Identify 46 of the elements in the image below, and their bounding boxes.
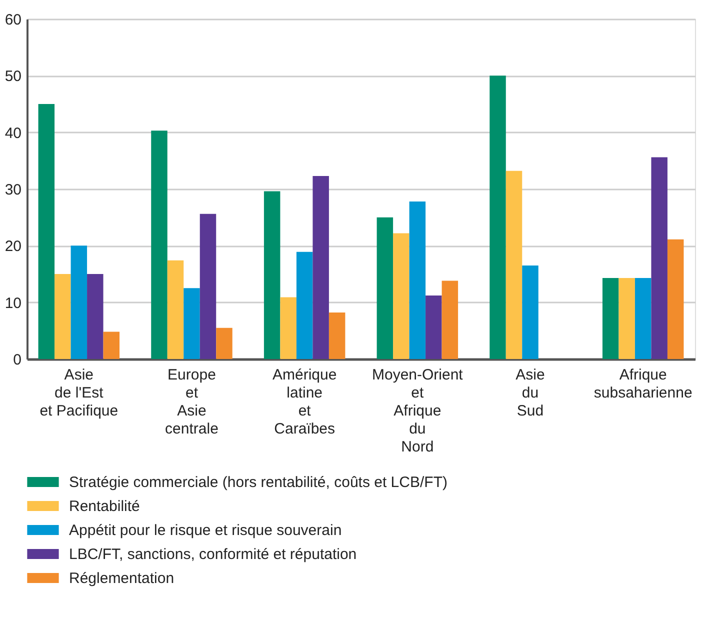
bar: [490, 76, 506, 359]
x-tick-label: Amérique latine et Caraïbes: [272, 366, 337, 438]
bar: [296, 252, 313, 359]
bar: [103, 332, 120, 359]
legend-label: Réglementation: [69, 570, 174, 587]
y-tick-label: 10: [4, 294, 22, 312]
y-tick-label: 30: [4, 182, 22, 198]
bar: [216, 328, 232, 359]
y-tick-label: 50: [4, 68, 22, 86]
bar: [602, 278, 619, 359]
bar: [151, 130, 168, 359]
bar: [426, 296, 442, 359]
bar: [38, 104, 55, 359]
x-tick-label: Asie du Sud: [516, 366, 545, 420]
bar: [167, 260, 184, 359]
bar: [184, 288, 200, 359]
bar: [634, 278, 652, 359]
bar: [522, 266, 538, 359]
legend-label: Rentabilité: [69, 498, 140, 515]
y-tick-label: 40: [4, 124, 22, 142]
bar: [328, 312, 346, 359]
bar: [442, 280, 458, 359]
bar: [651, 157, 668, 359]
bar: [70, 246, 88, 359]
x-tick-label: Afrique subsaharienne: [594, 366, 692, 402]
bar: [280, 297, 296, 359]
bar: [393, 233, 410, 359]
x-tick-label: Moyen-Orient et Afrique du Nord: [372, 366, 464, 456]
bar: [618, 278, 635, 359]
legend-label: LBC/FT, sanctions, conformité et réputation: [69, 546, 357, 563]
bar: [506, 170, 522, 359]
bar: [376, 217, 394, 359]
bar: [87, 274, 104, 359]
y-tick-label: 20: [4, 238, 22, 256]
bar: [54, 274, 71, 359]
x-tick-label: Europe et Asie centrale: [165, 366, 218, 438]
bar: [312, 176, 329, 359]
bar: [200, 214, 216, 359]
legend-label: Stratégie commerciale (hors rentabilité, coûts et LCB/FT): [69, 474, 448, 491]
legend-label: Appétit pour le risque et risque souverain: [69, 522, 342, 539]
bar: [667, 239, 684, 359]
y-tick-label: 0: [13, 352, 22, 368]
x-tick-label: Asie de l'Est et Pacifique: [40, 366, 118, 420]
bar: [409, 201, 426, 359]
bar: [264, 191, 280, 359]
y-tick-label: 60: [4, 12, 22, 28]
